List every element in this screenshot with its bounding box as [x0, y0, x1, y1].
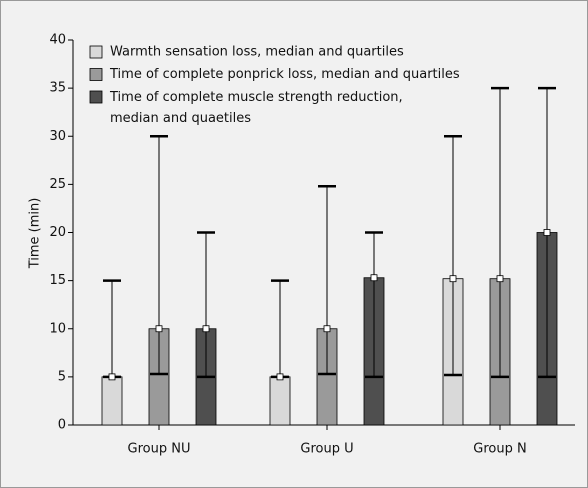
bar	[269, 376, 291, 426]
y-axis-label: Time (min)	[28, 198, 43, 270]
median-marker	[323, 325, 331, 333]
median-marker	[449, 275, 457, 283]
bar	[101, 376, 123, 426]
median-marker	[496, 275, 504, 283]
x-tick-label: Group NU	[128, 442, 191, 457]
y-tick-label: 0	[58, 418, 66, 433]
legend-swatch	[89, 45, 103, 59]
legend-label: Time of complete muscle strength reducti…	[109, 90, 403, 126]
median-marker	[370, 274, 378, 282]
legend-label: Warmth sensation loss, median and quarti…	[110, 45, 404, 60]
y-tick-label: 20	[49, 225, 66, 240]
median-marker	[202, 325, 210, 333]
median-marker	[543, 229, 551, 236]
x-tick-label: Group N	[473, 442, 526, 457]
y-tick-label: 30	[49, 129, 66, 144]
y-tick-label: 35	[49, 81, 66, 96]
median-marker	[276, 373, 284, 381]
legend-label: Time of complete ponprick loss, median a…	[109, 67, 460, 82]
y-tick-label: 10	[49, 321, 66, 336]
y-tick-label: 40	[49, 33, 66, 48]
y-tick-label: 5	[58, 369, 66, 384]
x-tick-label: Group U	[300, 442, 353, 457]
median-marker	[108, 373, 116, 381]
y-tick-label: 15	[49, 273, 66, 288]
median-marker	[155, 325, 163, 333]
legend-swatch	[89, 90, 103, 104]
legend-swatch	[89, 68, 103, 81]
y-tick-label: 25	[49, 177, 66, 192]
